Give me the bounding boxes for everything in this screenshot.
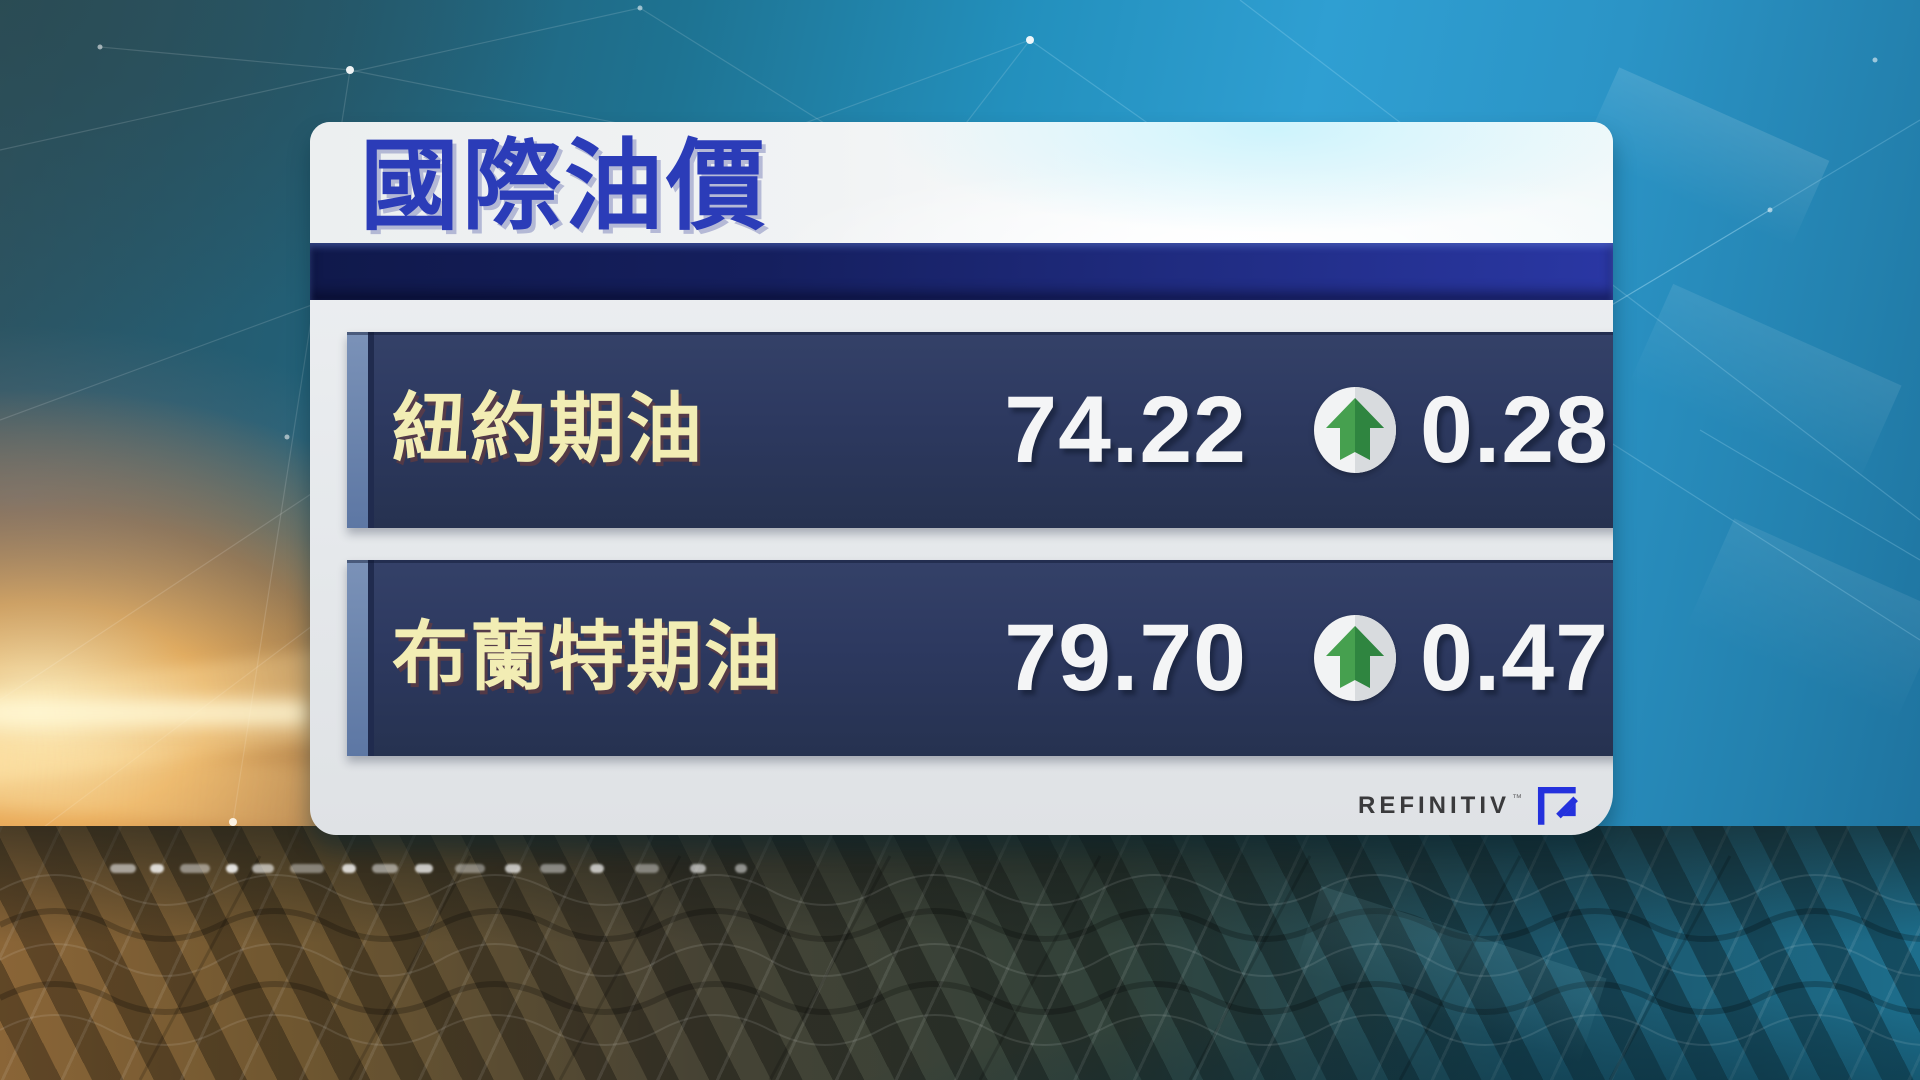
data-source: REFINITIV ™ <box>1358 783 1580 829</box>
commodity-label: 紐約期油 <box>392 387 704 472</box>
change-value: 0.47 <box>1420 604 1609 711</box>
price-row-brent-crude: 布蘭特期油 79.70 0.47 <box>347 560 1613 756</box>
row-accent-strip <box>347 560 374 756</box>
title-underline-bar <box>310 243 1613 300</box>
refinitiv-logo-icon <box>1537 786 1578 825</box>
panel-header: 國際油價 <box>310 122 1613 243</box>
price-row-ny-crude: 紐約期油 74.22 0.28 <box>347 332 1613 528</box>
panel-title: 國際油價 <box>360 130 768 241</box>
wave-tile-texture <box>0 826 1920 1080</box>
up-arrow-icon <box>1313 386 1397 474</box>
price-value: 79.70 <box>1004 604 1247 711</box>
row-accent-strip <box>347 332 374 528</box>
change-value: 0.28 <box>1420 376 1609 483</box>
price-value: 74.22 <box>1004 376 1247 483</box>
commodity-label: 布蘭特期油 <box>392 615 782 700</box>
oil-price-panel: 國際油價 紐約期油 74.22 0.28 布蘭特期油 79.70 <box>310 122 1613 835</box>
trademark-symbol: ™ <box>1512 792 1522 804</box>
up-arrow-icon <box>1313 614 1397 702</box>
refinitiv-wordmark: REFINITIV <box>1357 792 1510 819</box>
